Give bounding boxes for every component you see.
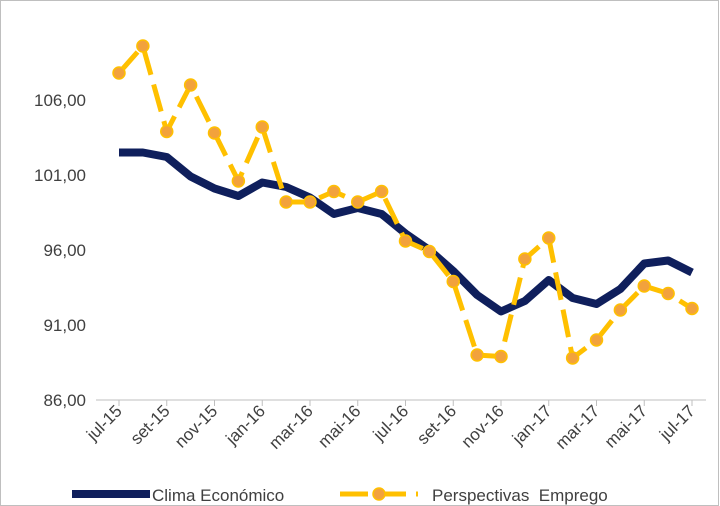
series-marker [398,234,413,248]
legend-marker [372,487,386,501]
y-tick-label: 96,00 [43,241,86,260]
y-tick-label: 91,00 [43,316,86,335]
y-tick-label: 106,00 [34,91,86,110]
series-marker [613,303,628,317]
series-marker [446,274,460,289]
series-marker [183,78,198,92]
series-marker [112,66,126,80]
legend-label: Perspectivas Emprego [432,486,608,505]
series-marker [160,124,174,139]
series-marker [327,184,341,199]
series-marker [207,126,222,140]
series-marker [565,351,580,365]
series-marker [422,244,437,259]
series-line [119,148,694,316]
series-marker [255,120,269,134]
series-marker [589,333,604,347]
series-marker [136,39,150,53]
series-marker [494,349,508,364]
series-marker [518,252,532,266]
series-marker [231,174,246,188]
series-marker [470,348,484,362]
series-marker [374,184,389,199]
series-marker [279,195,293,209]
series-marker [637,279,651,293]
series-marker [542,231,556,245]
y-tick-label: 86,00 [43,391,86,410]
legend-label: Clima Económico [152,486,284,505]
series-marker [685,301,699,316]
series-marker [351,195,365,209]
series-marker [303,195,317,209]
y-tick-label: 101,00 [34,166,86,185]
series-marker [661,286,675,301]
